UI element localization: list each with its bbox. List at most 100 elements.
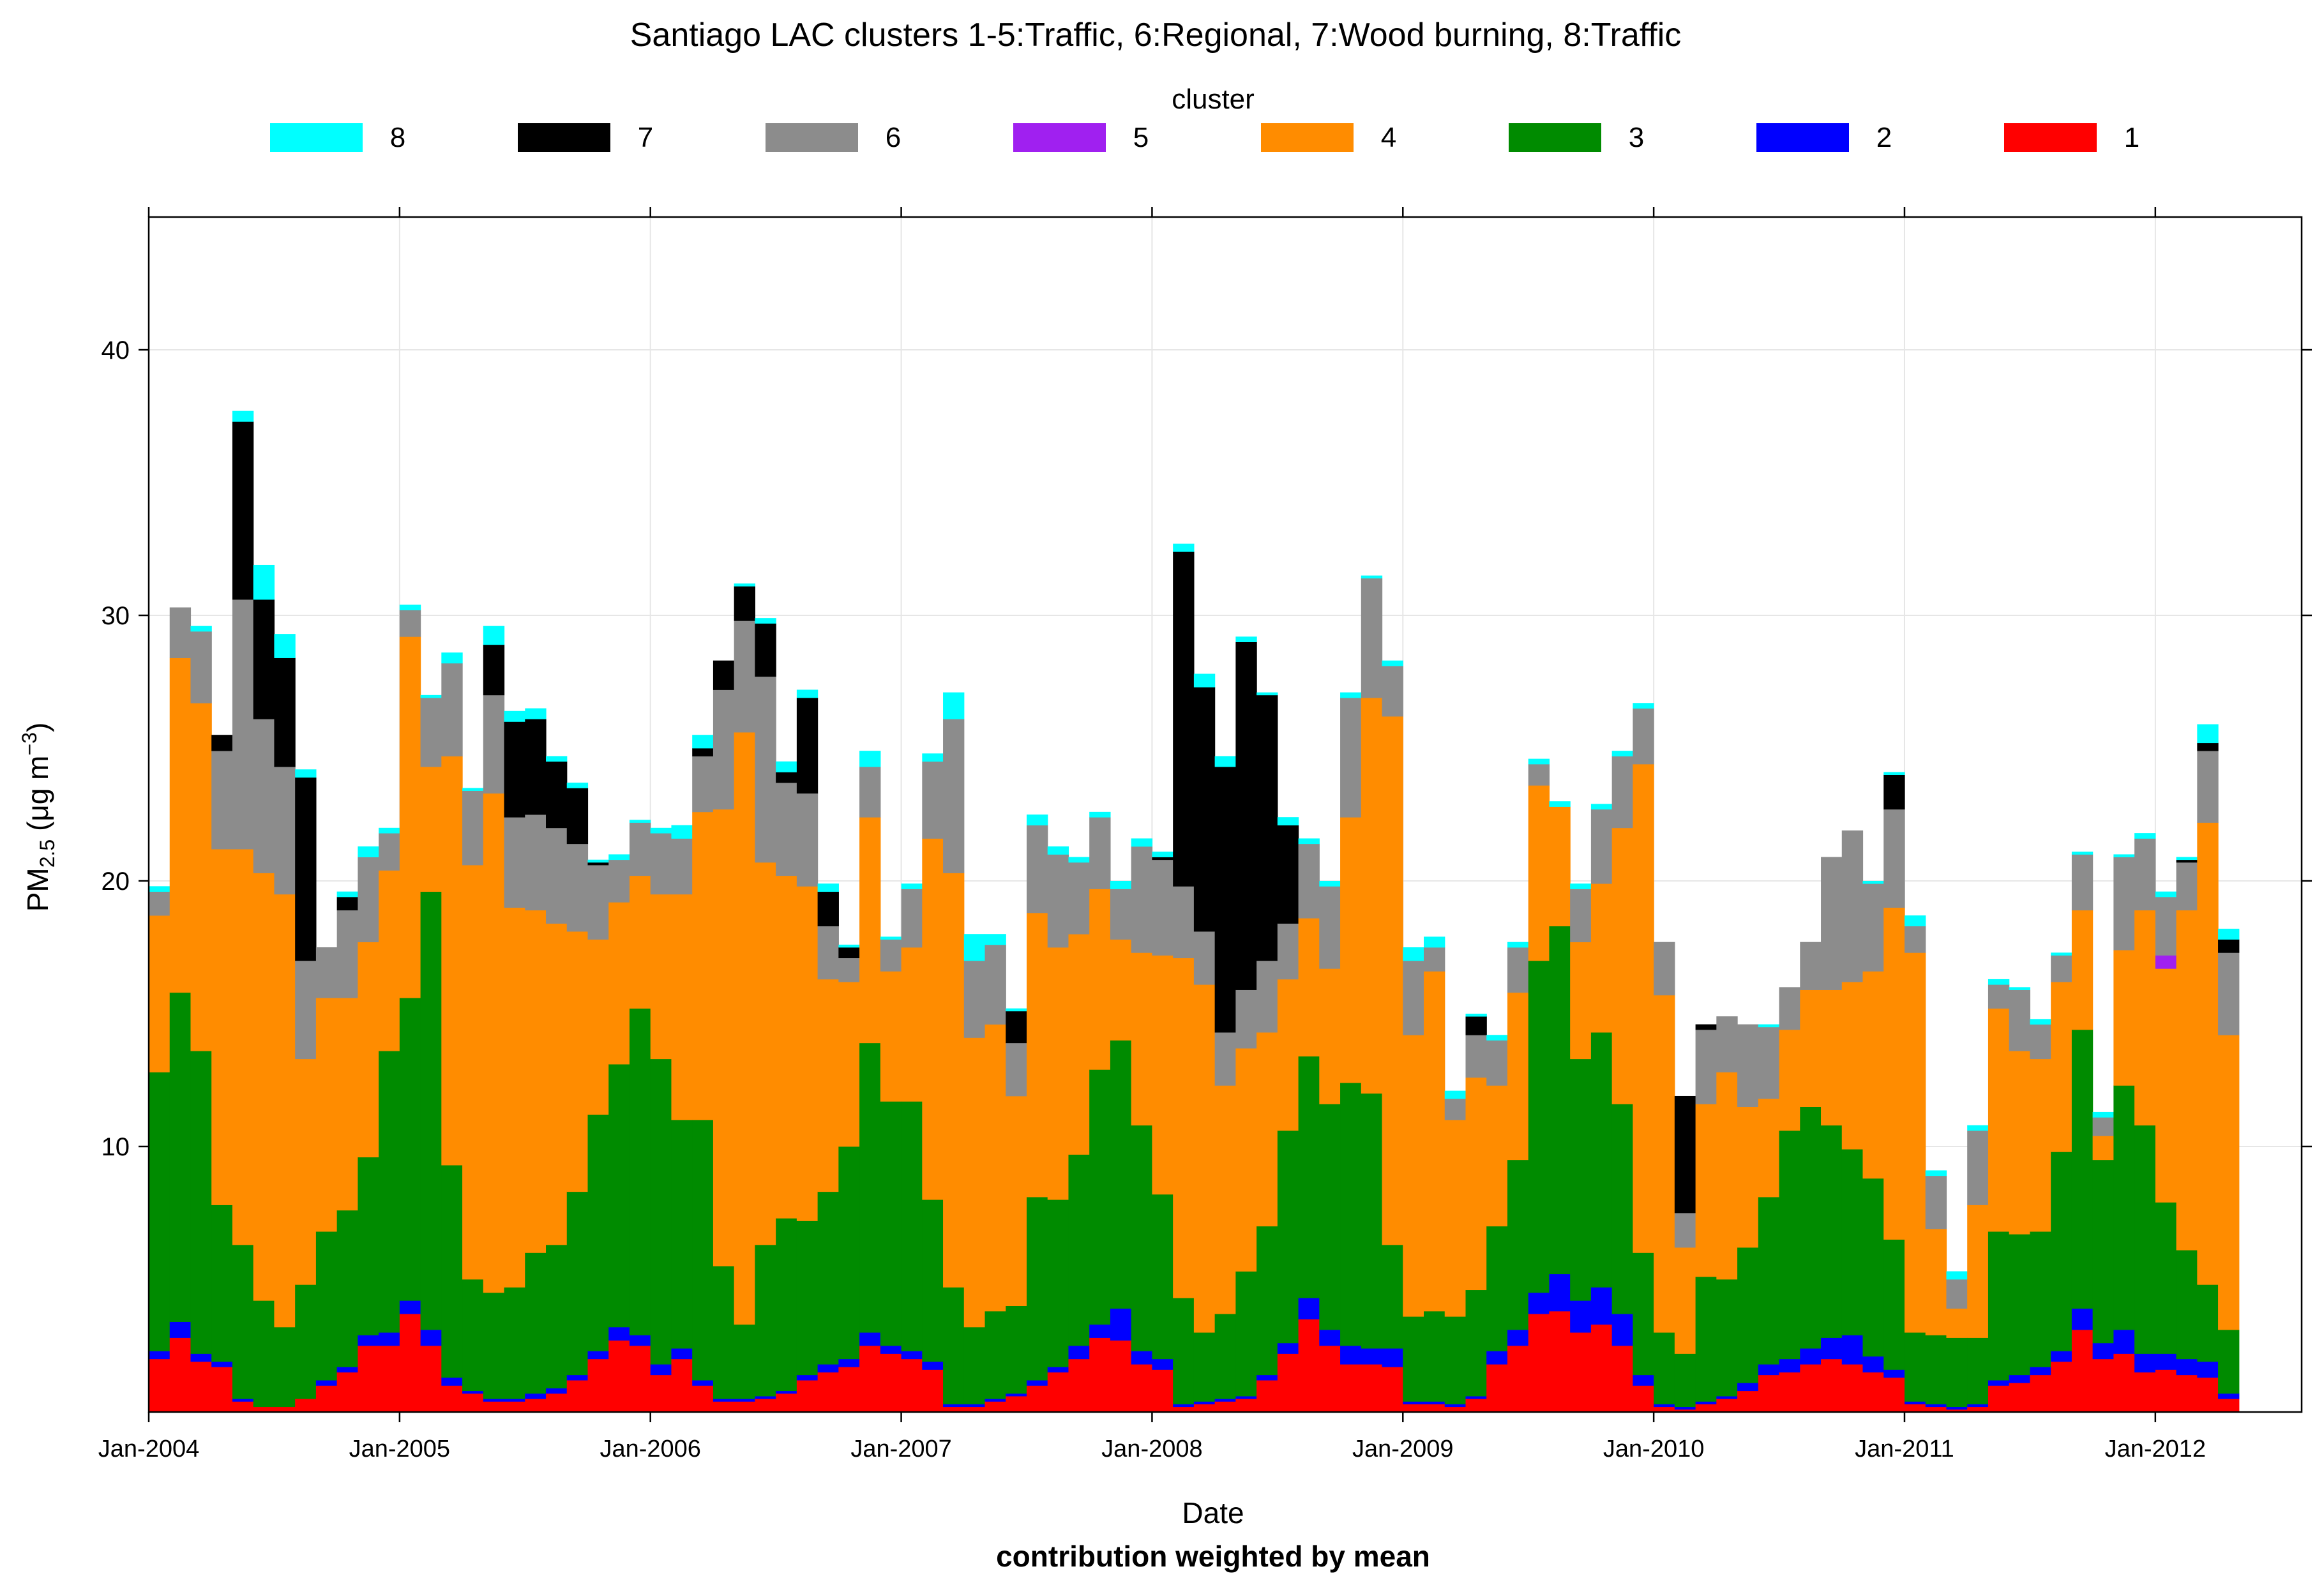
bar-segment-cluster-4 [504,907,525,1288]
bar-segment-cluster-4 [169,657,192,993]
bar-segment-cluster-6 [2113,857,2135,950]
bar-segment-cluster-7 [713,660,735,690]
bar-segment-cluster-1 [211,1367,233,1413]
bar-segment-cluster-2 [1674,1406,1696,1410]
bar-segment-cluster-8 [838,944,860,948]
bar-segment-cluster-4 [1779,1029,1800,1131]
bar-segment-cluster-8 [546,756,568,762]
bar-segment-cluster-2 [1403,1401,1424,1404]
bar-segment-cluster-4 [1319,968,1341,1104]
bar-segment-cluster-1 [1403,1404,1424,1413]
legend-label-cluster-5: 5 [1133,122,1149,153]
bar-segment-cluster-3 [253,1300,275,1408]
bar-segment-cluster-1 [1277,1353,1299,1413]
bar-segment-cluster-8 [232,410,254,422]
bar-segment-cluster-8 [1444,1090,1467,1099]
bar-segment-cluster-6 [1277,923,1299,980]
bar-segment-cluster-1 [1695,1404,1717,1413]
bar-segment-cluster-1 [755,1399,776,1413]
bar-segment-cluster-2 [2134,1353,2156,1372]
bar-segment-cluster-4 [420,767,442,892]
bar-segment-cluster-4 [1235,1048,1257,1272]
bar-segment-cluster-1 [190,1361,212,1413]
bar-segment-cluster-1 [650,1374,672,1413]
bar-segment-cluster-4 [922,838,944,1200]
bar-segment-cluster-2 [880,1346,902,1354]
bar-segment-cluster-4 [379,870,400,1051]
bar-segment-cluster-8 [379,827,400,834]
bar-segment-cluster-2 [525,1393,547,1399]
bar-segment-cluster-8 [399,605,421,611]
bar-segment-cluster-8 [1131,838,1153,847]
bar-segment-cluster-8 [985,934,1006,945]
bar-segment-cluster-1 [1214,1401,1236,1413]
bar-segment-cluster-6 [1298,843,1320,919]
bar-segment-cluster-3 [1277,1131,1299,1344]
bar-segment-cluster-8 [1026,815,1048,826]
bar-segment-cluster-2 [1507,1330,1529,1346]
bar-segment-cluster-2 [1026,1380,1048,1386]
bar-segment-cluster-3 [1110,1040,1132,1309]
bar-segment-cluster-4 [1674,1247,1696,1354]
bar-segment-cluster-3 [1361,1093,1383,1349]
bar-segment-cluster-1 [379,1346,400,1413]
bar-segment-cluster-4 [2030,1058,2051,1232]
bar-segment-cluster-3 [336,1210,358,1367]
bar-segment-cluster-3 [1716,1279,1738,1397]
y-tick-label: 20 [102,868,130,896]
bar-segment-cluster-3 [2009,1234,2031,1376]
bar-segment-cluster-8 [1862,881,1884,884]
bar-segment-cluster-6 [2155,896,2177,956]
bar-segment-cluster-4 [671,894,693,1120]
bar-segment-cluster-3 [420,891,442,1330]
bar-segment-cluster-3 [1883,1239,1905,1370]
bar-segment-cluster-1 [546,1393,568,1413]
bar-segment-cluster-8 [1047,846,1069,855]
bar-segment-cluster-6 [274,767,296,895]
bar-segment-cluster-2 [1695,1401,1717,1404]
bar-segment-cluster-4 [2197,822,2219,1285]
bar-segment-cluster-8 [1235,636,1257,642]
bar-segment-cluster-7 [1674,1095,1696,1213]
bar-segment-cluster-1 [441,1385,463,1413]
bar-segment-cluster-4 [546,923,568,1245]
x-tick-label: Jan-2004 [98,1436,199,1462]
bar-segment-cluster-2 [587,1351,609,1360]
bar-segment-cluster-8 [2155,891,2177,898]
bar-segment-cluster-3 [232,1244,254,1399]
bar-segment-cluster-3 [1988,1231,2010,1381]
bar-segment-cluster-8 [1507,942,1529,948]
bar-segment-cluster-1 [1821,1358,1843,1413]
bar-segment-cluster-1 [295,1399,317,1413]
bar-segment-cluster-4 [587,939,609,1115]
bar-segment-cluster-4 [880,971,902,1102]
bar-segment-cluster-6 [943,719,965,873]
y-tick-label: 30 [102,602,130,630]
bar-segment-cluster-4 [1570,942,1592,1060]
bar-segment-cluster-4 [2134,910,2156,1126]
bar-segment-cluster-4 [1528,785,1550,961]
bar-segment-cluster-3 [901,1101,923,1351]
bar-segment-cluster-6 [1821,857,1843,990]
bar-segment-cluster-2 [1193,1401,1216,1404]
bar-segment-cluster-1 [1883,1377,1905,1413]
bar-segment-cluster-8 [2218,928,2240,940]
bar-segment-cluster-6 [1883,809,1905,908]
bar-segment-cluster-6 [295,960,317,1060]
bar-segment-cluster-2 [943,1404,965,1408]
bar-segment-cluster-8 [253,564,275,600]
bar-segment-cluster-8 [1382,660,1403,666]
bar-segment-cluster-3 [1674,1353,1696,1408]
bar-segment-cluster-6 [1256,960,1278,1033]
bar-segment-cluster-2 [629,1335,651,1346]
bar-segment-cluster-1 [232,1401,254,1413]
bar-segment-cluster-4 [692,811,714,1120]
bar-segment-cluster-8 [1340,692,1362,698]
bar-segment-cluster-1 [2218,1399,2240,1413]
bar-segment-cluster-1 [2071,1330,2094,1413]
bar-segment-cluster-8 [2009,987,2031,990]
bar-segment-cluster-4 [713,809,735,1266]
bar-segment-cluster-1 [1779,1372,1800,1413]
bar-segment-cluster-8 [650,827,672,834]
bar-segment-cluster-6 [1800,942,1822,990]
